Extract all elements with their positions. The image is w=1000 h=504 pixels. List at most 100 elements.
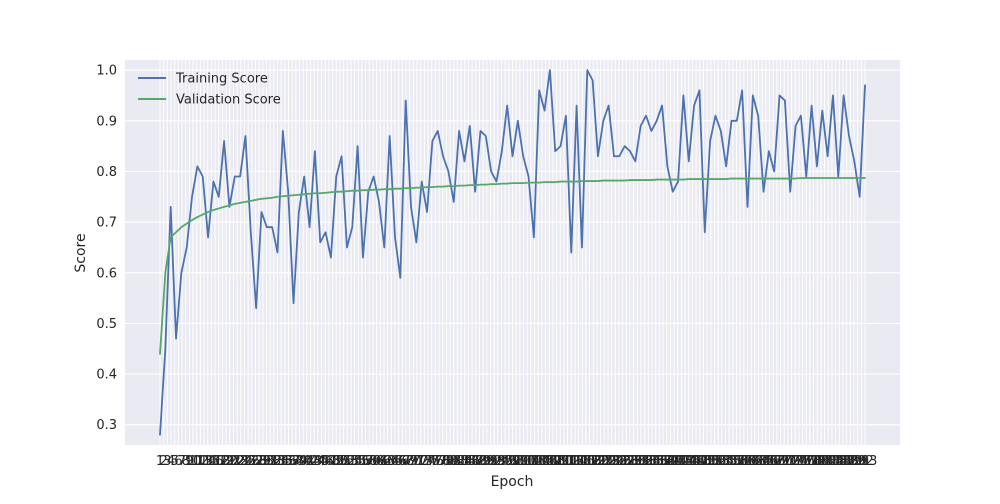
- x-tick-label: 142: [665, 454, 690, 469]
- x-tick-label: 67: [394, 454, 411, 469]
- x-tick-label: 53: [343, 454, 360, 469]
- x-tick-label: 125: [603, 454, 628, 469]
- x-tick-label: 150: [695, 454, 720, 469]
- x-tick-label: 163: [742, 454, 767, 469]
- x-tick-label: 180: [805, 454, 830, 469]
- x-tick-label: 140: [658, 454, 683, 469]
- x-tick-label: 137: [647, 454, 672, 469]
- x-tick-label: 138: [651, 454, 676, 469]
- x-gridlines: [159, 60, 866, 445]
- x-tick-label: 159: [728, 454, 753, 469]
- x-tick-label: 13: [196, 454, 213, 469]
- y-tick-label: 0.9: [96, 114, 117, 129]
- x-tick-label: 113: [559, 454, 584, 469]
- x-tick-label: 145: [676, 454, 701, 469]
- x-tick-label: 144: [673, 454, 698, 469]
- x-tick-label: 147: [684, 454, 709, 469]
- x-tick-label: 61: [372, 454, 389, 469]
- x-tick-label: 63: [379, 454, 396, 469]
- x-tick-label: 189: [838, 454, 863, 469]
- x-tick-label: 84: [456, 454, 473, 469]
- x-tick-label: 192: [849, 454, 874, 469]
- x-tick-label: 58: [361, 454, 378, 469]
- x-tick-label: 38: [288, 454, 305, 469]
- x-tick-label: 186: [827, 454, 852, 469]
- x-tick-label: 39: [291, 454, 308, 469]
- x-tick-label: 78: [434, 454, 451, 469]
- x-tick-label: 10: [185, 454, 202, 469]
- x-tick-label: 62: [376, 454, 393, 469]
- x-tick-label: 162: [739, 454, 764, 469]
- x-tick-label: 19: [218, 454, 235, 469]
- x-tick-label: 3: [163, 454, 171, 469]
- x-tick-label: 41: [299, 454, 316, 469]
- x-tick-label: 153: [706, 454, 731, 469]
- x-tick-label: 119: [581, 454, 606, 469]
- x-tick-label: 48: [324, 454, 341, 469]
- x-tick-label: 101: [515, 454, 540, 469]
- x-tick-label: 86: [464, 454, 481, 469]
- x-tick-label: 42: [302, 454, 319, 469]
- x-tick-label: 71: [409, 454, 426, 469]
- x-tick-label: 43: [306, 454, 323, 469]
- x-tick-label: 161: [735, 454, 760, 469]
- x-tick-label: 17: [210, 454, 227, 469]
- x-tick-label: 135: [640, 454, 665, 469]
- x-tick-label: 123: [596, 454, 621, 469]
- x-tick-label: 34: [273, 454, 290, 469]
- x-tick-label: 166: [753, 454, 778, 469]
- x-tick-label: 154: [709, 454, 734, 469]
- x-tick-label: 185: [823, 454, 848, 469]
- x-tick-label: 178: [798, 454, 823, 469]
- x-tick-label: 65: [387, 454, 404, 469]
- series-line-validation-score: [159, 177, 866, 355]
- x-tick-label: 97: [504, 454, 521, 469]
- x-tick-label: 60: [368, 454, 385, 469]
- x-tick-label: 160: [731, 454, 756, 469]
- y-tick-label: 0.8: [96, 165, 117, 180]
- x-tick-label: 44: [310, 454, 327, 469]
- x-tick-label: 76: [427, 454, 444, 469]
- x-tick-label: 47: [321, 454, 338, 469]
- x-tick-label: 82: [449, 454, 466, 469]
- x-tick-label: 6: [174, 454, 182, 469]
- x-tick-label: 103: [522, 454, 547, 469]
- x-tick-label: 22: [229, 454, 246, 469]
- x-tick-label: 146: [680, 454, 705, 469]
- x-tick-label: 181: [809, 454, 834, 469]
- x-tick-label: 26: [244, 454, 261, 469]
- x-tick-label: 164: [746, 454, 771, 469]
- x-tick-label: 127: [610, 454, 635, 469]
- x-tick-label: 98: [508, 454, 525, 469]
- x-tick-label: 50: [332, 454, 349, 469]
- x-tick-label: 111: [551, 454, 576, 469]
- x-tick-label: 168: [761, 454, 786, 469]
- x-tick-label: 18: [214, 454, 231, 469]
- x-tick-label: 139: [654, 454, 679, 469]
- x-tick-label: 190: [842, 454, 867, 469]
- x-tick-label: 66: [390, 454, 407, 469]
- x-tick-label: 7: [178, 454, 186, 469]
- x-tick-label: 191: [845, 454, 870, 469]
- x-tick-label: 179: [801, 454, 826, 469]
- x-tick-label: 52: [339, 454, 356, 469]
- x-tick-label: 100: [511, 454, 536, 469]
- x-tick-label: 27: [247, 454, 264, 469]
- x-tick-label: 79: [438, 454, 455, 469]
- x-tick-label: 149: [691, 454, 716, 469]
- x-tick-label: 174: [783, 454, 808, 469]
- x-tick-label: 8: [182, 454, 190, 469]
- y-tick-label: 0.7: [96, 216, 117, 231]
- x-tick-label: 193: [853, 454, 878, 469]
- x-tick-label: 56: [354, 454, 371, 469]
- x-tick-label: 105: [529, 454, 554, 469]
- x-tick-label: 24: [236, 454, 253, 469]
- x-tick-label: 74: [420, 454, 437, 469]
- x-tick-label: 184: [820, 454, 845, 469]
- x-tick-label: 143: [669, 454, 694, 469]
- x-tick-label: 109: [544, 454, 569, 469]
- x-tick-label: 80: [442, 454, 459, 469]
- x-tick-label: 70: [405, 454, 422, 469]
